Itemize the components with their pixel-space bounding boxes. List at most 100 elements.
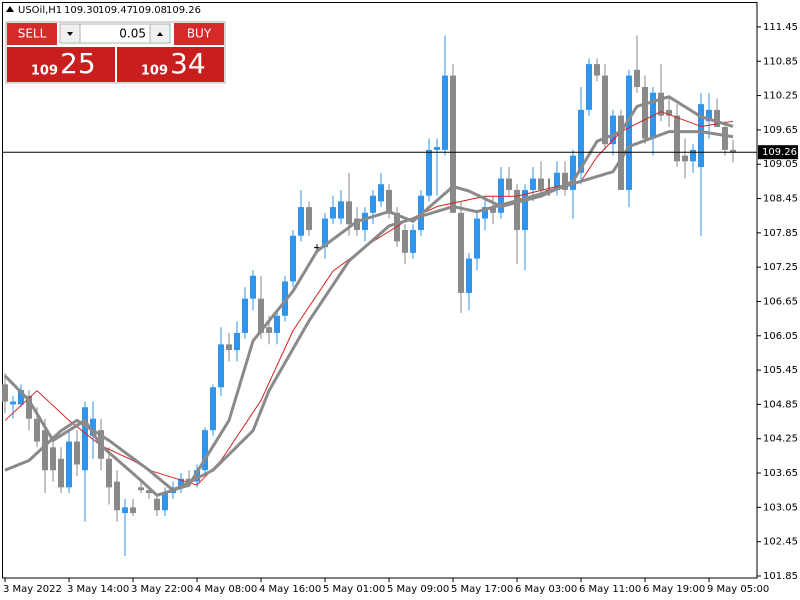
candle-body xyxy=(626,75,632,190)
candle-body xyxy=(82,407,88,471)
x-tick-label: 9 May 05:00 xyxy=(707,584,769,595)
candle-body xyxy=(346,201,352,225)
moving-average xyxy=(4,130,734,492)
price-label-box xyxy=(758,145,798,160)
candle-body xyxy=(34,418,40,442)
candle-body xyxy=(682,155,688,162)
volume-value[interactable]: 0.05 xyxy=(119,27,146,41)
candle-body xyxy=(178,478,184,488)
candle-body xyxy=(522,189,528,230)
x-tick-label: 6 May 03:00 xyxy=(515,584,577,595)
buy-button[interactable] xyxy=(174,23,224,45)
x-tick-label: 6 May 19:00 xyxy=(643,584,705,595)
y-tick-label: 101.85 xyxy=(763,571,798,582)
candle-body xyxy=(306,207,312,230)
candle-body xyxy=(562,172,568,190)
candle-body xyxy=(370,195,376,213)
ohlc-close: 109.26 xyxy=(166,5,201,16)
bid-box[interactable] xyxy=(7,47,115,82)
candle-body xyxy=(690,149,696,162)
candle-body xyxy=(362,212,368,230)
ohlc-open: 109.30 xyxy=(64,5,99,16)
x-tick-label: 3 May 22:00 xyxy=(131,584,193,595)
candle-body xyxy=(154,498,160,511)
ask-digits[interactable]: 34 xyxy=(170,47,206,80)
candle-body xyxy=(466,258,472,293)
candle-body xyxy=(42,430,48,471)
candle-body xyxy=(474,218,480,259)
candle-body xyxy=(66,441,72,488)
candle-body xyxy=(194,470,200,482)
candle-body xyxy=(298,207,304,236)
ask-prefix[interactable]: 109 xyxy=(141,64,168,79)
candle-body xyxy=(410,229,416,253)
moving-average xyxy=(3,95,734,497)
x-tick-label: 6 May 11:00 xyxy=(579,584,641,595)
collapse-arrow[interactable] xyxy=(6,6,14,12)
candle-body xyxy=(210,387,216,431)
x-tick-label: 5 May 09:00 xyxy=(387,584,449,595)
candle-body xyxy=(58,458,64,488)
buy-label[interactable]: BUY xyxy=(187,27,212,41)
y-tick-label: 105.45 xyxy=(763,365,798,376)
bid-prefix[interactable]: 109 xyxy=(31,64,58,79)
candle-body xyxy=(458,212,464,293)
plot-frame xyxy=(2,2,758,579)
candle-body xyxy=(122,507,128,514)
ohlc-low: 109.08 xyxy=(132,5,167,16)
sell-label[interactable]: SELL xyxy=(18,27,47,41)
candle-body xyxy=(18,390,24,405)
candle-body xyxy=(242,298,248,333)
candle-body xyxy=(714,109,720,128)
candle-body xyxy=(594,64,600,76)
candle-body xyxy=(642,86,648,139)
candle-body xyxy=(90,418,96,436)
y-tick-label: 110.85 xyxy=(763,56,798,67)
candle-body xyxy=(138,487,144,491)
y-tick-label: 104.85 xyxy=(763,399,798,410)
y-tick-label: 103.65 xyxy=(763,468,798,479)
candle-body xyxy=(226,344,232,351)
y-tick-label: 110.25 xyxy=(763,91,798,102)
trade-panel: SELL BUY 0.05 109 25 109 34 xyxy=(5,21,226,84)
candle-body xyxy=(514,189,520,230)
ohlc-high: 109.47 xyxy=(98,5,133,16)
candle-body xyxy=(538,178,544,190)
candle-body xyxy=(666,109,672,116)
x-tick-label: 3 May 2022 xyxy=(3,584,62,595)
x-tick-label: 4 May 16:00 xyxy=(259,584,321,595)
y-tick-label: 104.25 xyxy=(763,434,798,445)
candle-body xyxy=(634,69,640,87)
plot-area xyxy=(2,35,736,556)
candle-body xyxy=(338,201,344,219)
bid-digits[interactable]: 25 xyxy=(60,47,96,80)
candle-body xyxy=(602,75,608,145)
y-tick-label: 106.65 xyxy=(763,296,798,307)
sell-button[interactable] xyxy=(7,23,57,45)
candle-body xyxy=(146,490,152,494)
candle-body xyxy=(530,178,536,190)
symbol-label: USOil,H1 xyxy=(18,5,62,16)
candle-body xyxy=(722,127,728,150)
y-tick-label: 108.45 xyxy=(763,194,798,205)
candle-body xyxy=(698,104,704,168)
y-tick-label: 109.05 xyxy=(763,159,798,170)
ask-box[interactable] xyxy=(117,47,224,82)
candle-body xyxy=(218,344,224,388)
candle-body xyxy=(74,441,80,465)
candle-body xyxy=(130,507,136,514)
candle-body xyxy=(282,281,288,316)
candle-body xyxy=(490,207,496,213)
candle-body xyxy=(258,298,264,333)
candle-body xyxy=(322,218,328,248)
candle-body xyxy=(442,75,448,150)
candle-body xyxy=(618,115,624,190)
y-tick-label: 107.85 xyxy=(763,228,798,239)
candle-body xyxy=(730,149,736,153)
candle-body xyxy=(450,75,456,213)
candle-body xyxy=(10,401,16,405)
down-arrow xyxy=(67,32,73,36)
candle-body xyxy=(610,115,616,145)
